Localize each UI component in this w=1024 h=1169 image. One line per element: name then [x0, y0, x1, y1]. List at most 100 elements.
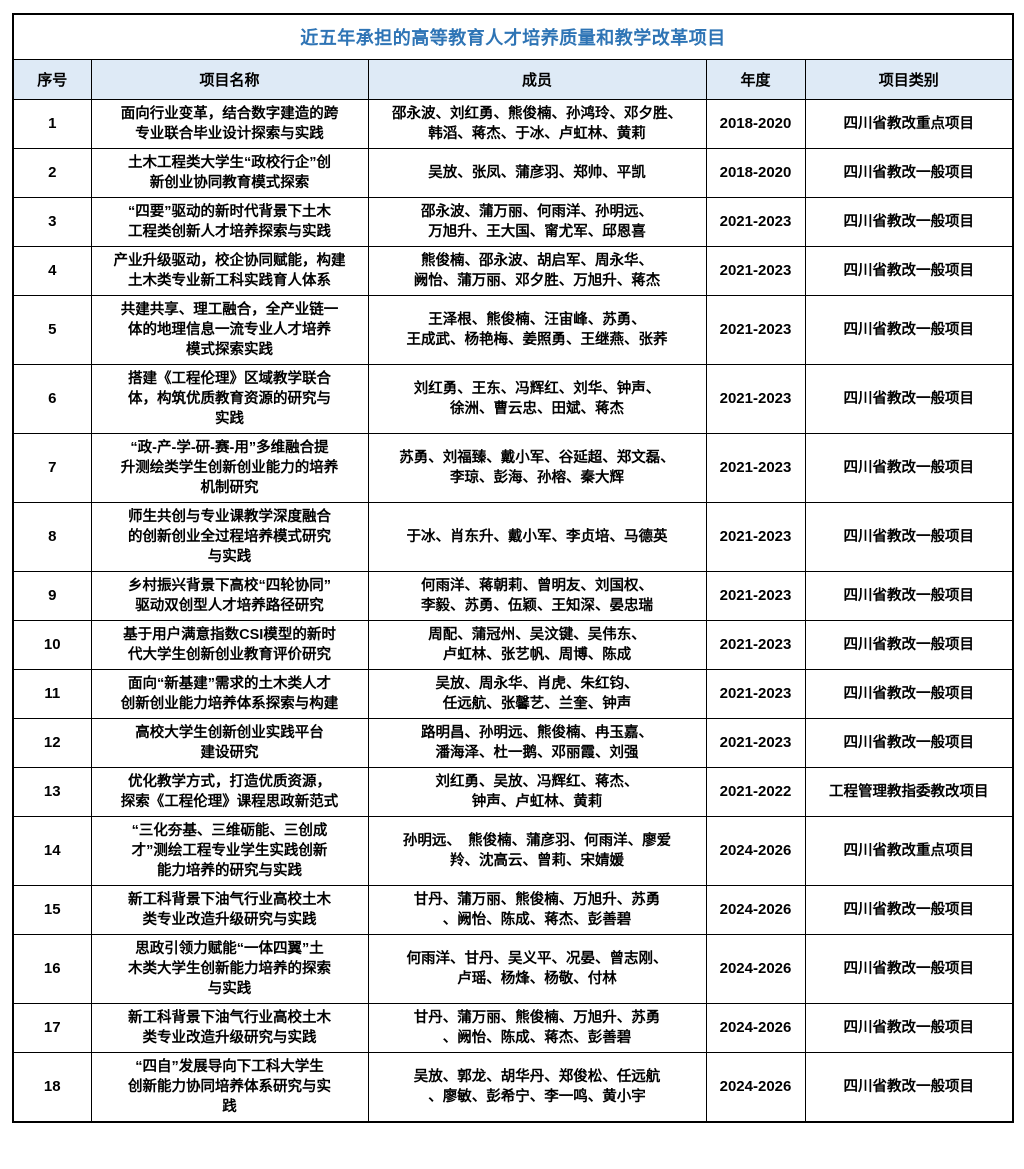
- category-cell: 工程管理教指委教改项目: [804, 767, 1014, 817]
- row-number-cell: 9: [12, 571, 92, 621]
- year-cell: 2018-2020: [705, 99, 806, 149]
- members-cell: 路明昌、孙明远、熊俊楠、冉玉嘉、 潘海泽、杜一鹅、邓丽霞、刘强: [367, 718, 707, 768]
- project-name-cell: “四自”发展导向下工科大学生 创新能力协同培养体系研究与实 践: [90, 1052, 369, 1123]
- column-header-category: 项目类别: [804, 59, 1014, 100]
- year-cell: 2024-2026: [705, 1003, 806, 1053]
- project-name-cell: 优化教学方式，打造优质资源， 探索《工程伦理》课程思政新范式: [90, 767, 369, 817]
- category-cell: 四川省教改一般项目: [804, 502, 1014, 572]
- row-number-cell: 18: [12, 1052, 92, 1123]
- members-cell: 何雨洋、甘丹、吴义平、况晏、曾志刚、 卢瑶、杨烽、杨敬、付林: [367, 934, 707, 1004]
- project-name-cell: 基于用户满意指数CSI模型的新时 代大学生创新创业教育评价研究: [90, 620, 369, 670]
- row-number-cell: 1: [12, 99, 92, 149]
- members-cell: 王泽根、熊俊楠、汪宙峰、苏勇、 王成武、杨艳梅、姜照勇、王继燕、张荞: [367, 295, 707, 365]
- table-row: 9 乡村振兴背景下高校“四轮协同” 驱动双创型人才培养路径研究 何雨洋、蒋朝莉、曾明…: [12, 571, 1014, 621]
- category-cell: 四川省教改一般项目: [804, 197, 1014, 247]
- members-cell: 何雨洋、蒋朝莉、曾明友、刘国权、 李毅、苏勇、伍颖、王知深、晏忠瑞: [367, 571, 707, 621]
- row-number-cell: 6: [12, 364, 92, 434]
- row-number-cell: 2: [12, 148, 92, 198]
- row-number-cell: 16: [12, 934, 92, 1004]
- members-cell: 苏勇、刘福臻、戴小军、谷延超、郑文磊、 李琼、彭海、孙榕、秦大辉: [367, 433, 707, 503]
- project-name-cell: 搭建《工程伦理》区域教学联合 体，构筑优质教育资源的研究与 实践: [90, 364, 369, 434]
- year-cell: 2021-2023: [705, 718, 806, 768]
- project-name-cell: “四要”驱动的新时代背景下土木 工程类创新人才培养探索与实践: [90, 197, 369, 247]
- row-number-cell: 13: [12, 767, 92, 817]
- members-cell: 吴放、张凤、蒲彦羽、郑帅、平凯: [367, 148, 707, 198]
- table-row: 18 “四自”发展导向下工科大学生 创新能力协同培养体系研究与实 践吴放、郭龙、胡…: [12, 1052, 1014, 1123]
- year-cell: 2024-2026: [705, 934, 806, 1004]
- project-name-cell: 新工科背景下油气行业高校土木 类专业改造升级研究与实践: [90, 885, 369, 935]
- year-cell: 2021-2023: [705, 620, 806, 670]
- table-row: 6 搭建《工程伦理》区域教学联合 体，构筑优质教育资源的研究与 实践 刘红勇、王东、…: [12, 364, 1014, 434]
- table-row: 2 土木工程类大学生“政校行企”创 新创业协同教育模式探索 吴放、张凤、蒲彦羽、郑帅…: [12, 148, 1014, 198]
- members-cell: 吴放、郭龙、胡华丹、郑俊松、任远航 、廖敏、彭希宁、李一鸣、黄小宇: [367, 1052, 707, 1123]
- year-cell: 2021-2023: [705, 364, 806, 434]
- year-cell: 2021-2023: [705, 433, 806, 503]
- table-row: 11 面向“新基建”需求的土木类人才 创新创业能力培养体系探索与构建 吴放、周永华、…: [12, 669, 1014, 719]
- category-cell: 四川省教改一般项目: [804, 620, 1014, 670]
- members-cell: 甘丹、蒲万丽、熊俊楠、万旭升、苏勇 、阙怡、陈成、蒋杰、彭善碧: [367, 885, 707, 935]
- row-number-cell: 17: [12, 1003, 92, 1053]
- table-row: 12 高校大学生创新创业实践平台 建设研究 路明昌、孙明远、熊俊楠、冉玉嘉、 潘海泽…: [12, 718, 1014, 768]
- category-cell: 四川省教改一般项目: [804, 295, 1014, 365]
- table-row: 1 面向行业变革，结合数字建造的跨 专业联合毕业设计探索与实践 邵永波、刘红勇、熊俊…: [12, 99, 1014, 149]
- category-cell: 四川省教改一般项目: [804, 433, 1014, 503]
- members-cell: 刘红勇、王东、冯辉红、刘华、钟声、 徐洲、曹云忠、田斌、蒋杰: [367, 364, 707, 434]
- category-cell: 四川省教改一般项目: [804, 718, 1014, 768]
- table-row: 4 产业升级驱动，校企协同赋能，构建 土木类专业新工科实践育人体系 熊俊楠、邵永波、…: [12, 246, 1014, 296]
- column-header-project-name: 项目名称: [90, 59, 369, 100]
- row-number-cell: 15: [12, 885, 92, 935]
- title-row: 近五年承担的高等教育人才培养质量和教学改革项目: [12, 13, 1014, 60]
- project-name-cell: 乡村振兴背景下高校“四轮协同” 驱动双创型人才培养路径研究: [90, 571, 369, 621]
- year-cell: 2021-2023: [705, 669, 806, 719]
- column-header-row: 序号 项目名称 成员 年度 项目类别: [12, 59, 1014, 100]
- members-cell: 于冰、肖东升、戴小军、李贞培、马德英: [367, 502, 707, 572]
- project-name-cell: 新工科背景下油气行业高校土木 类专业改造升级研究与实践: [90, 1003, 369, 1053]
- column-header-years: 年度: [705, 59, 806, 100]
- project-name-cell: “三化夯基、三维砺能、三创成 才”测绘工程专业学生实践创新 能力培养的研究与实践: [90, 816, 369, 886]
- table-row: 17 新工科背景下油气行业高校土木 类专业改造升级研究与实践 甘丹、蒲万丽、熊俊楠、…: [12, 1003, 1014, 1053]
- table-body: 1 面向行业变革，结合数字建造的跨 专业联合毕业设计探索与实践 邵永波、刘红勇、熊俊…: [12, 99, 1014, 1123]
- year-cell: 2018-2020: [705, 148, 806, 198]
- row-number-cell: 10: [12, 620, 92, 670]
- category-cell: 四川省教改一般项目: [804, 1052, 1014, 1123]
- row-number-cell: 11: [12, 669, 92, 719]
- project-name-cell: 思政引领力赋能“一体四翼”土 木类大学生创新能力培养的探索 与实践: [90, 934, 369, 1004]
- table-row: 8 师生共创与专业课教学深度融合 的创新创业全过程培养模式研究 与实践 于冰、肖东升…: [12, 502, 1014, 572]
- row-number-cell: 3: [12, 197, 92, 247]
- column-header-no: 序号: [12, 59, 92, 100]
- project-name-cell: 面向行业变革，结合数字建造的跨 专业联合毕业设计探索与实践: [90, 99, 369, 149]
- table-row: 16 思政引领力赋能“一体四翼”土 木类大学生创新能力培养的探索 与实践 何雨洋、甘…: [12, 934, 1014, 1004]
- category-cell: 四川省教改一般项目: [804, 246, 1014, 296]
- year-cell: 2021-2023: [705, 197, 806, 247]
- row-number-cell: 5: [12, 295, 92, 365]
- table-row: 10 基于用户满意指数CSI模型的新时 代大学生创新创业教育评价研究 周配、蒲冠州、…: [12, 620, 1014, 670]
- members-cell: 刘红勇、吴放、冯辉红、蒋杰、 钟声、卢虹林、黄莉: [367, 767, 707, 817]
- table-row: 15 新工科背景下油气行业高校土木 类专业改造升级研究与实践 甘丹、蒲万丽、熊俊楠、…: [12, 885, 1014, 935]
- project-name-cell: 土木工程类大学生“政校行企”创 新创业协同教育模式探索: [90, 148, 369, 198]
- year-cell: 2021-2022: [705, 767, 806, 817]
- row-number-cell: 12: [12, 718, 92, 768]
- table-row: 14 “三化夯基、三维砺能、三创成 才”测绘工程专业学生实践创新 能力培养的研究与…: [12, 816, 1014, 886]
- table-row: 13 优化教学方式，打造优质资源， 探索《工程伦理》课程思政新范式 刘红勇、吴放、冯…: [12, 767, 1014, 817]
- project-name-cell: “政-产-学-研-赛-用”多维融合提 升测绘类学生创新创业能力的培养 机制研究: [90, 433, 369, 503]
- table-row: 5 共建共享、理工融合，全产业链一 体的地理信息一流专业人才培养 模式探索实践 王泽…: [12, 295, 1014, 365]
- year-cell: 2024-2026: [705, 816, 806, 886]
- members-cell: 熊俊楠、邵永波、胡启军、周永华、 阙怡、蒲万丽、邓夕胜、万旭升、蒋杰: [367, 246, 707, 296]
- table-title: 近五年承担的高等教育人才培养质量和教学改革项目: [12, 13, 1014, 60]
- category-cell: 四川省教改重点项目: [804, 816, 1014, 886]
- project-name-cell: 面向“新基建”需求的土木类人才 创新创业能力培养体系探索与构建: [90, 669, 369, 719]
- category-cell: 四川省教改一般项目: [804, 364, 1014, 434]
- members-cell: 邵永波、刘红勇、熊俊楠、孙鸿玲、邓夕胜、 韩滔、蒋杰、于冰、卢虹林、黄莉: [367, 99, 707, 149]
- project-name-cell: 产业升级驱动，校企协同赋能，构建 土木类专业新工科实践育人体系: [90, 246, 369, 296]
- year-cell: 2024-2026: [705, 1052, 806, 1123]
- category-cell: 四川省教改一般项目: [804, 669, 1014, 719]
- category-cell: 四川省教改一般项目: [804, 934, 1014, 1004]
- table-row: 3 “四要”驱动的新时代背景下土木 工程类创新人才培养探索与实践 邵永波、蒲万丽、何…: [12, 197, 1014, 247]
- members-cell: 孙明远、 熊俊楠、蒲彦羽、何雨洋、廖爱 羚、沈高云、曾莉、宋婧媛: [367, 816, 707, 886]
- members-cell: 邵永波、蒲万丽、何雨洋、孙明远、 万旭升、王大国、甯尤军、邱恩喜: [367, 197, 707, 247]
- row-number-cell: 14: [12, 816, 92, 886]
- year-cell: 2024-2026: [705, 885, 806, 935]
- row-number-cell: 4: [12, 246, 92, 296]
- row-number-cell: 8: [12, 502, 92, 572]
